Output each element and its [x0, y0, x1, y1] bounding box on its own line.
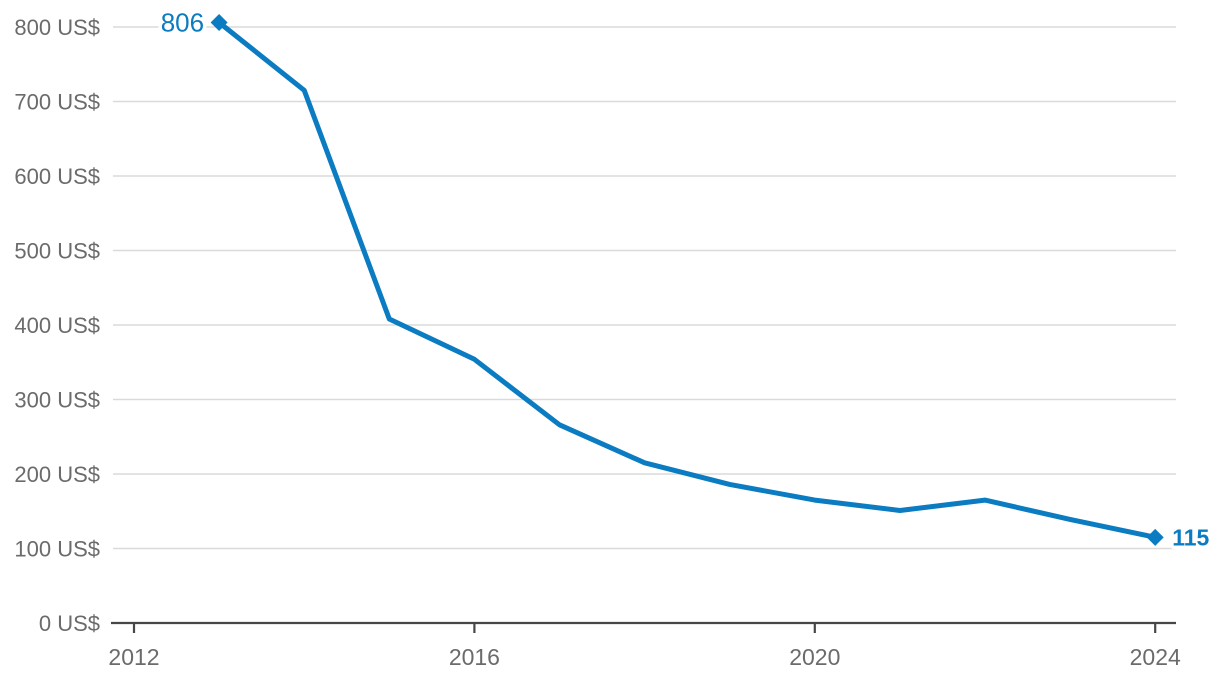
y-tick-label: 0 US$: [39, 611, 100, 636]
x-tick-label: 2024: [1130, 644, 1181, 670]
y-tick-label: 600 US$: [14, 164, 100, 189]
y-tick-label: 300 US$: [14, 388, 100, 413]
y-tick-label: 700 US$: [14, 90, 100, 115]
y-tick-label: 100 US$: [14, 537, 100, 562]
y-tick-label: 800 US$: [14, 15, 100, 40]
data-point-marker-last: [1146, 528, 1164, 546]
x-tick-label: 2020: [789, 644, 840, 670]
data-line: [216, 20, 1158, 540]
data-label-first: 806: [161, 8, 204, 38]
y-tick-label: 400 US$: [14, 313, 100, 338]
y-tick-label: 200 US$: [14, 462, 100, 487]
x-tick-label: 2012: [108, 644, 159, 670]
x-tick-label: 2016: [449, 644, 500, 670]
y-tick-label: 500 US$: [14, 239, 100, 264]
data-label-last: 115: [1172, 524, 1209, 550]
data-point-marker-first: [210, 14, 228, 32]
